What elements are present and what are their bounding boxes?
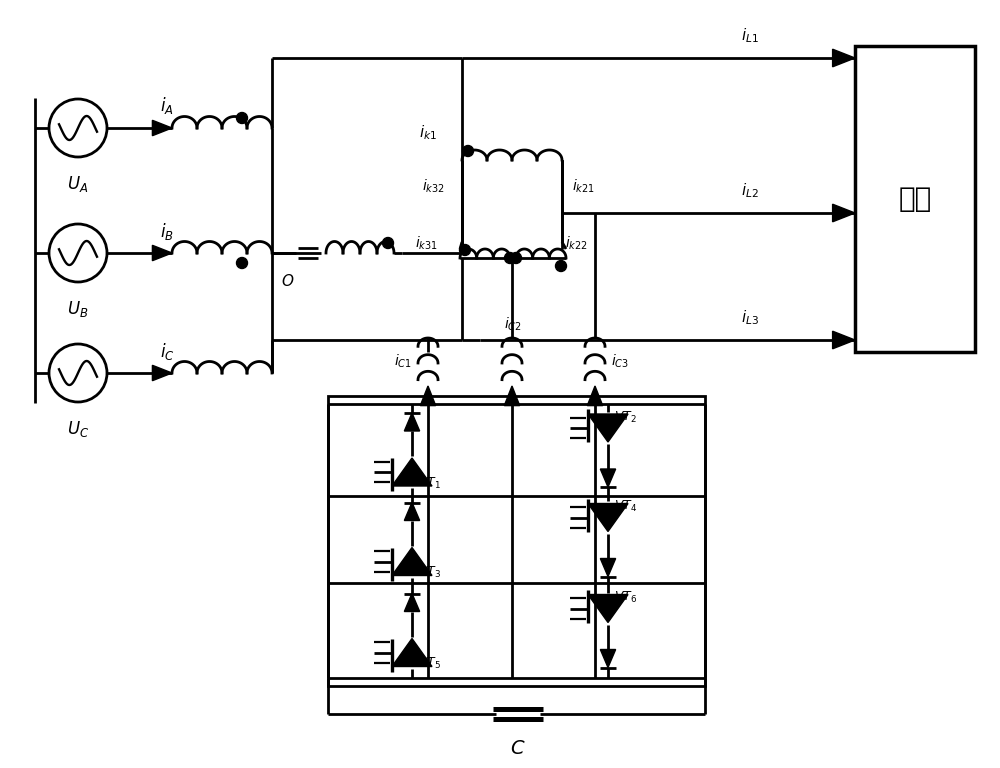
Text: $VT_6$: $VT_6$: [614, 590, 637, 605]
Circle shape: [511, 253, 522, 263]
Polygon shape: [587, 386, 603, 406]
Polygon shape: [152, 121, 172, 136]
Polygon shape: [588, 414, 628, 442]
Polygon shape: [392, 458, 432, 486]
Text: $i_C$: $i_C$: [160, 340, 174, 362]
Text: $VT_1$: $VT_1$: [418, 475, 441, 491]
Polygon shape: [152, 245, 172, 260]
Circle shape: [237, 112, 248, 124]
Polygon shape: [600, 469, 616, 487]
Circle shape: [237, 257, 248, 269]
Polygon shape: [392, 638, 432, 667]
Text: $i_{k31}$: $i_{k31}$: [415, 234, 438, 252]
Text: $i_{L2}$: $i_{L2}$: [741, 182, 759, 200]
Text: $U_C$: $U_C$: [67, 419, 89, 439]
Polygon shape: [420, 386, 436, 406]
Circle shape: [383, 237, 394, 249]
Circle shape: [505, 253, 516, 263]
Polygon shape: [404, 502, 420, 521]
Polygon shape: [504, 386, 520, 406]
Circle shape: [462, 145, 474, 157]
Polygon shape: [588, 594, 628, 623]
Text: $i_{L1}$: $i_{L1}$: [741, 27, 759, 45]
Text: $i_{k32}$: $i_{k32}$: [422, 177, 445, 195]
Text: $VT_5$: $VT_5$: [418, 656, 441, 671]
Polygon shape: [600, 558, 616, 577]
Polygon shape: [833, 49, 855, 67]
Circle shape: [556, 260, 566, 272]
Text: $i_{k21}$: $i_{k21}$: [572, 177, 595, 195]
Polygon shape: [588, 504, 628, 531]
Text: $i_{k1}$: $i_{k1}$: [419, 124, 437, 142]
Polygon shape: [833, 204, 855, 222]
Text: $i_{k22}$: $i_{k22}$: [565, 234, 588, 252]
Text: $i_A$: $i_A$: [160, 95, 174, 117]
Polygon shape: [152, 366, 172, 381]
Circle shape: [49, 344, 107, 402]
Circle shape: [459, 244, 471, 256]
Text: $VT_4$: $VT_4$: [614, 499, 637, 514]
Bar: [855, 46, 975, 352]
Circle shape: [49, 99, 107, 157]
Polygon shape: [404, 594, 420, 611]
Text: 负荷: 负荷: [898, 185, 932, 213]
Text: $i_{L3}$: $i_{L3}$: [741, 309, 759, 327]
Text: $U_A$: $U_A$: [67, 174, 89, 194]
Text: $i_{C3}$: $i_{C3}$: [611, 353, 629, 369]
Bar: [328, 396, 705, 686]
Text: $U_B$: $U_B$: [67, 299, 89, 319]
Text: $i_{C1}$: $i_{C1}$: [394, 353, 412, 369]
Text: $O$: $O$: [281, 273, 295, 289]
Text: $VT_2$: $VT_2$: [614, 409, 637, 425]
Circle shape: [49, 224, 107, 282]
Text: $VT_3$: $VT_3$: [418, 565, 441, 580]
Text: $C$: $C$: [510, 740, 526, 758]
Polygon shape: [600, 650, 616, 667]
Polygon shape: [833, 331, 855, 349]
Polygon shape: [404, 413, 420, 431]
Text: $i_B$: $i_B$: [160, 220, 174, 241]
Text: $i_{C2}$: $i_{C2}$: [504, 316, 522, 333]
Polygon shape: [392, 548, 432, 575]
